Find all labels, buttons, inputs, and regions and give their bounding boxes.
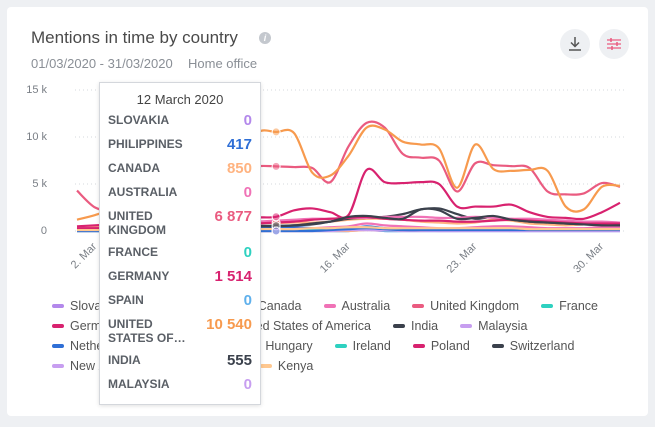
legend-label: Ireland [352, 339, 391, 353]
hover-dot [271, 127, 281, 137]
legend-marker [323, 304, 336, 308]
legend-item[interactable]: Switzerland [491, 338, 575, 354]
x-tick-label: 30. Mar [571, 240, 606, 275]
tooltip-row: India 555 [100, 353, 260, 369]
tooltip-label: India [108, 353, 141, 367]
tooltip-value: 10 540 [206, 316, 252, 333]
legend-item[interactable]: India [392, 318, 439, 334]
tooltip-value: 555 [226, 352, 252, 369]
tooltip-label: United Kingdom [108, 209, 166, 237]
tooltip-label: Australia [108, 185, 178, 199]
tooltip-row: France 0 [100, 245, 260, 261]
tooltip-value: 0 [243, 292, 252, 309]
x-tick-label: 16. Mar [318, 240, 353, 275]
legend-item[interactable]: Australia [323, 298, 391, 314]
tooltip-row: Malaysia 0 [100, 377, 260, 393]
chart-title: Mentions in time by country [31, 28, 238, 47]
x-tick-label: 23. Mar [445, 240, 480, 275]
legend-label: Australia [341, 299, 391, 313]
tooltip-rows: Slovakia 0 Philippines 417 Canada 850 Australi… [100, 113, 260, 393]
tooltip-label: United States of America [108, 317, 174, 345]
legend-item[interactable]: Malaysia [460, 318, 527, 334]
legend-label: Malaysia [478, 319, 528, 333]
tooltip-row: Australia 0 [100, 185, 260, 201]
legend-marker [392, 324, 405, 328]
download-button[interactable] [560, 29, 590, 59]
legend-item[interactable]: Poland [412, 338, 470, 354]
tooltip-value: 417 [226, 136, 252, 153]
tooltip: 12 March 2020 Slovakia 0 Philippines 417 Can… [99, 82, 261, 405]
tooltip-row: Canada 850 [100, 161, 260, 177]
legend-item[interactable]: Ireland [334, 338, 391, 354]
tooltip-label: France [108, 245, 158, 259]
legend-marker [412, 344, 425, 348]
legend-label: Kenya [277, 359, 314, 373]
settings-icon [607, 38, 621, 50]
y-tick-label: 5 k [32, 178, 47, 190]
tooltip-value: 6 877 [214, 208, 252, 225]
legend-marker [52, 304, 64, 308]
legend-label: United States of America [233, 319, 371, 333]
settings-button[interactable] [599, 29, 629, 59]
filter-label: Home office [188, 56, 258, 71]
tooltip-value: 1 514 [214, 268, 252, 285]
tooltip-label: Canada [108, 161, 160, 175]
tooltip-label: Slovakia [108, 113, 170, 127]
tooltip-label: Germany [108, 269, 170, 283]
tooltip-title: 12 March 2020 [136, 92, 224, 107]
legend-marker [491, 344, 504, 348]
legend-marker [460, 324, 473, 328]
legend-item[interactable]: United Kingdom [412, 298, 519, 314]
legend-label: Hungary [265, 339, 313, 353]
legend-marker [52, 344, 64, 348]
tooltip-value: 0 [243, 112, 252, 129]
legend-marker [52, 324, 64, 328]
legend-marker [52, 364, 64, 368]
legend-label: Switzerland [509, 339, 575, 353]
tooltip-row: Slovakia 0 [100, 113, 260, 129]
legend-marker [334, 344, 347, 348]
legend-label: India [410, 319, 439, 333]
tooltip-value: 0 [243, 244, 252, 261]
tooltip-row: Germany 1 514 [100, 269, 260, 285]
legend-marker [541, 304, 554, 308]
legend-marker [412, 304, 425, 308]
hover-dot [271, 226, 281, 236]
legend-marker [259, 364, 272, 368]
info-icon[interactable]: i [259, 32, 271, 44]
tooltip-row: United States of America 10 540 [100, 316, 260, 346]
tooltip-value: 0 [243, 184, 252, 201]
tooltip-row: United Kingdom 6 877 [100, 208, 260, 238]
y-tick-label: 10 k [26, 131, 47, 143]
tooltip-label: Spain [108, 293, 144, 307]
hover-dot [271, 212, 281, 222]
tooltip-value: 850 [226, 160, 252, 177]
y-tick-label: 15 k [26, 84, 47, 96]
legend-item[interactable]: France [541, 298, 598, 314]
tooltip-label: Malaysia [108, 377, 170, 391]
legend-label: Canada [257, 299, 302, 313]
tooltip-row: Philippines 417 [100, 137, 260, 153]
tooltip-row: Spain 0 [100, 293, 260, 309]
x-tick-label: 2. Mar [69, 240, 100, 271]
tooltip-value: 0 [243, 376, 252, 393]
legend-item[interactable]: Kenya [259, 358, 314, 374]
legend-label: United Kingdom [430, 299, 520, 313]
legend-label: Poland [430, 339, 470, 353]
y-tick-label: 0 [41, 225, 47, 237]
hover-dot [271, 161, 281, 171]
legend-label: France [559, 299, 599, 313]
download-icon [569, 37, 581, 51]
date-range: 01/03/2020 - 31/03/2020 [31, 56, 173, 71]
tooltip-label: Philippines [108, 137, 183, 151]
